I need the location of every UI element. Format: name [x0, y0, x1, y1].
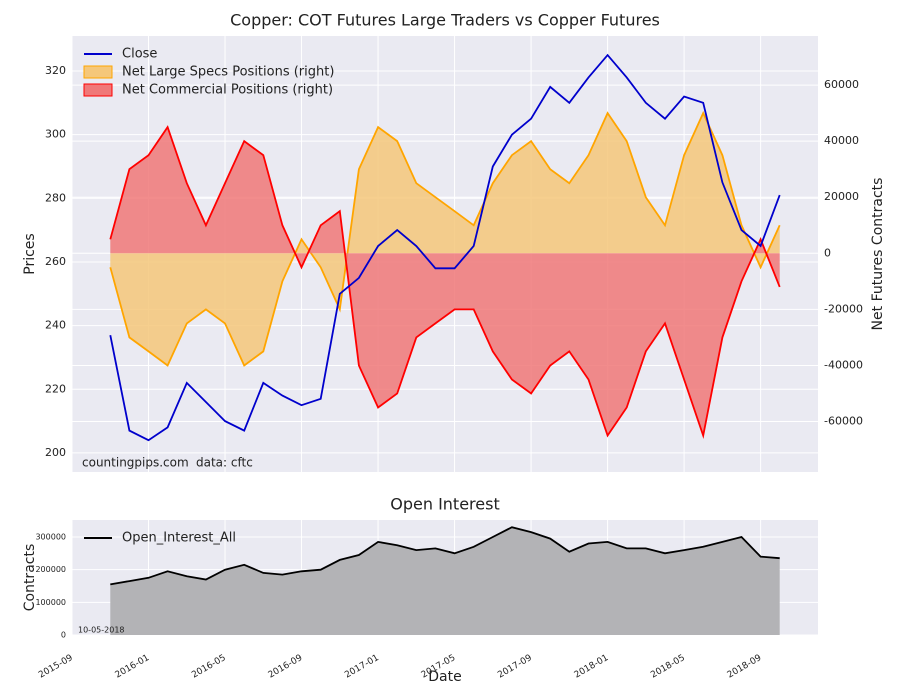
y-tick-label: 260	[45, 255, 66, 268]
line	[109, 125, 781, 439]
x-axis-label: Date	[428, 669, 461, 685]
legend-label: Net Commercial Positions (right)	[122, 83, 333, 98]
y-tick-label: 220	[45, 382, 66, 395]
y2-tick-label: 60000	[824, 78, 859, 91]
y2-tick-label: -40000	[824, 358, 863, 371]
legend-label: Open_Interest_All	[122, 531, 236, 546]
area	[110, 113, 780, 366]
line	[109, 53, 781, 442]
y-axis-label: Contracts	[22, 544, 38, 612]
y2-tick-label: 0	[824, 246, 831, 259]
y-tick-label: 0	[61, 631, 66, 640]
legend-swatch	[83, 65, 113, 79]
annotation: countingpips.com	[82, 456, 189, 470]
x-tick-label: 2018-05	[649, 653, 687, 680]
y-axis-label: Prices	[22, 233, 38, 274]
annotation: data: cftc	[196, 456, 253, 470]
legend-label: Net Large Specs Positions (right)	[122, 65, 334, 80]
y-tick-label: 300000	[35, 532, 66, 541]
x-tick-label: 2016-05	[190, 653, 228, 680]
y2-axis-label: Net Futures Contracts	[870, 178, 886, 331]
chart-title: Copper: COT Futures Large Traders vs Cop…	[230, 11, 660, 30]
y2-tick-label: -60000	[824, 415, 863, 428]
y2-tick-label: -20000	[824, 302, 863, 315]
area	[110, 127, 780, 436]
legend-label: Close	[122, 47, 157, 62]
y2-tick-label: 40000	[824, 134, 859, 147]
x-tick-label: 2016-09	[267, 653, 305, 681]
chart-title: Open Interest	[390, 495, 499, 514]
area	[110, 527, 780, 635]
y-tick-label: 300	[45, 128, 66, 141]
x-tick-label: 2017-01	[343, 653, 381, 680]
y-tick-label: 320	[45, 64, 66, 77]
y-tick-label: 200000	[35, 565, 66, 574]
y-tick-label: 100000	[35, 598, 66, 607]
x-tick-label: 2018-01	[573, 653, 611, 680]
legend-swatch	[83, 83, 113, 97]
y-tick-label: 280	[45, 191, 66, 204]
x-tick-label: 2016-01	[114, 653, 152, 680]
x-tick-label: 2015-09	[37, 653, 75, 681]
y-tick-label: 200	[45, 446, 66, 459]
line	[109, 110, 781, 367]
annotation: 10-05-2018	[78, 626, 125, 635]
x-tick-label: 2018-09	[726, 653, 764, 681]
x-tick-label: 2017-09	[496, 653, 534, 681]
line	[110, 526, 780, 586]
y-tick-label: 240	[45, 319, 66, 332]
y2-tick-label: 20000	[824, 190, 859, 203]
